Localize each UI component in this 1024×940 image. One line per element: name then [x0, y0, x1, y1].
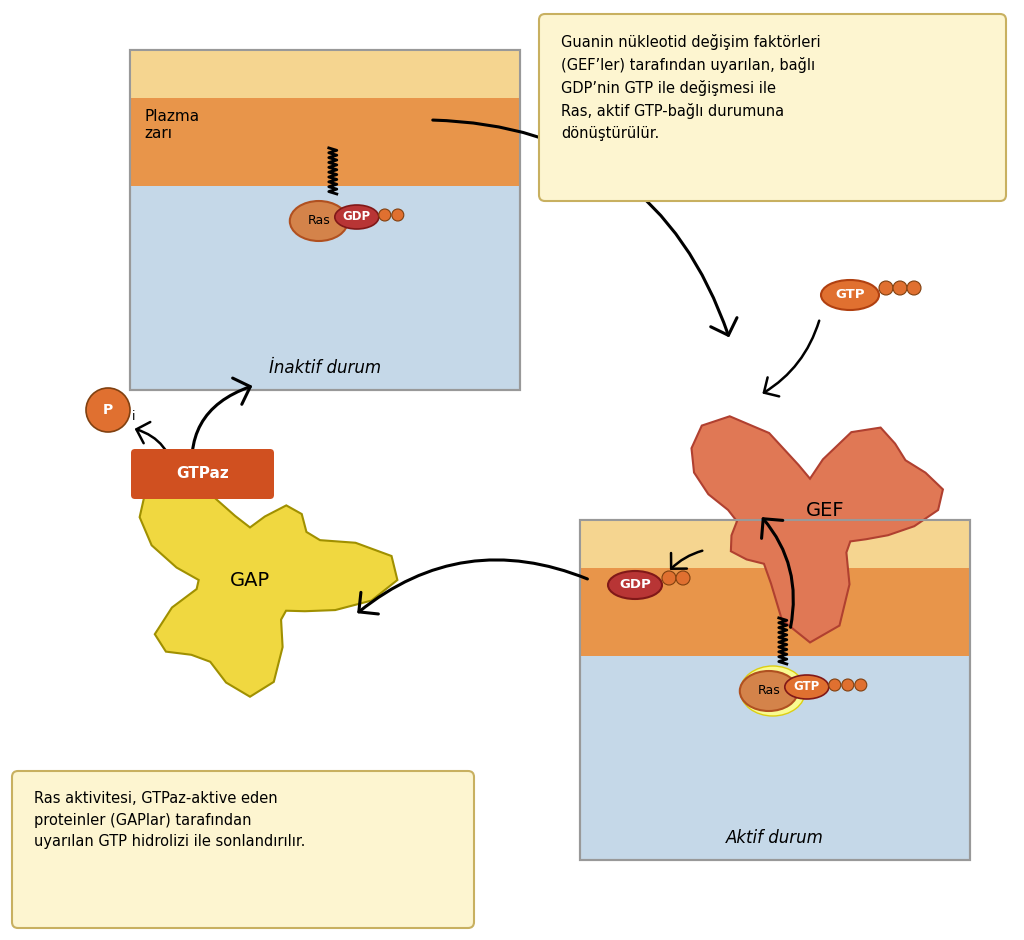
Circle shape	[879, 281, 893, 295]
Bar	[130, 50, 520, 390]
Text: İnaktif durum: İnaktif durum	[269, 359, 381, 377]
Text: i: i	[132, 410, 135, 422]
Polygon shape	[691, 416, 943, 642]
FancyArrowPatch shape	[358, 560, 588, 614]
FancyArrowPatch shape	[433, 120, 737, 336]
Text: Plazma
zarı: Plazma zarı	[144, 109, 199, 141]
Circle shape	[676, 571, 690, 585]
Ellipse shape	[290, 201, 348, 241]
Bar	[130, 50, 520, 390]
Ellipse shape	[608, 571, 662, 599]
Circle shape	[855, 679, 866, 691]
Circle shape	[893, 281, 907, 295]
Circle shape	[907, 281, 921, 295]
Bar	[580, 520, 970, 656]
Polygon shape	[139, 478, 397, 697]
Text: Ras aktivitesi, GTPaz-aktive eden
proteinler (GAPlar) tarafından
uyarılan GTP hi: Ras aktivitesi, GTPaz-aktive eden protei…	[34, 791, 305, 849]
Ellipse shape	[335, 205, 379, 229]
FancyBboxPatch shape	[539, 14, 1006, 201]
Text: P: P	[102, 403, 113, 417]
FancyArrowPatch shape	[671, 551, 702, 569]
Text: Ras: Ras	[758, 684, 780, 697]
Text: Ras: Ras	[307, 214, 330, 227]
Bar	[580, 520, 970, 568]
FancyBboxPatch shape	[131, 449, 274, 499]
Circle shape	[842, 679, 854, 691]
FancyBboxPatch shape	[12, 771, 474, 928]
Circle shape	[86, 388, 130, 432]
Text: Aktif durum: Aktif durum	[726, 829, 824, 847]
Circle shape	[392, 209, 403, 221]
Text: GTP: GTP	[794, 681, 820, 694]
Text: GDP: GDP	[343, 211, 371, 224]
Circle shape	[379, 209, 391, 221]
Text: GTP: GTP	[836, 289, 864, 302]
Bar	[130, 50, 520, 98]
Bar	[130, 50, 520, 186]
Text: GTPaz: GTPaz	[176, 466, 229, 481]
Text: GEF: GEF	[806, 500, 845, 520]
Text: GDP: GDP	[620, 578, 651, 591]
FancyArrowPatch shape	[762, 519, 794, 627]
Circle shape	[662, 571, 676, 585]
Ellipse shape	[740, 666, 805, 716]
FancyArrowPatch shape	[136, 422, 175, 478]
Text: Guanin nükleotid değişim faktörleri
(GEF’ler) tarafından uyarılan, bağlı
GDP’nin: Guanin nükleotid değişim faktörleri (GEF…	[561, 34, 820, 141]
FancyArrowPatch shape	[764, 321, 819, 397]
Bar	[580, 520, 970, 860]
Ellipse shape	[821, 280, 879, 310]
Text: GAP: GAP	[230, 571, 270, 589]
Ellipse shape	[739, 671, 798, 711]
FancyArrowPatch shape	[191, 378, 250, 487]
Bar	[580, 520, 970, 860]
Circle shape	[828, 679, 841, 691]
Ellipse shape	[784, 675, 828, 699]
